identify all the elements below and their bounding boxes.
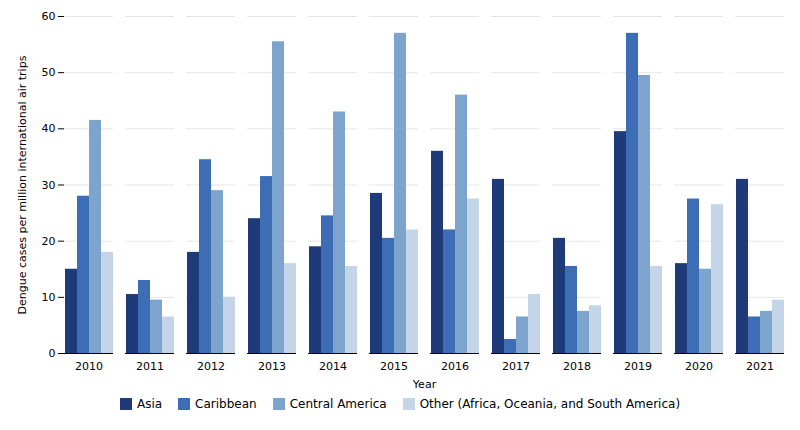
html-text:Asia: Asia: [136, 397, 163, 411]
svg-text:30: 30: [42, 179, 56, 192]
svg-text:2016: 2016: [441, 360, 469, 373]
html-text:Caribbean: Caribbean: [195, 397, 257, 411]
svg-text:2010: 2010: [75, 360, 103, 373]
svg-text:Dengue cases per million inter: Dengue cases per million international a…: [16, 55, 29, 314]
svg-text:2015: 2015: [380, 360, 408, 373]
html-text:Other (Africa, Oceania, and So: Other (Africa, Oceania, and South Americ…: [419, 397, 681, 411]
svg-text:20: 20: [42, 235, 56, 248]
svg-text:2011: 2011: [136, 360, 164, 373]
svg-text:Year: Year: [412, 378, 437, 391]
svg-text:2018: 2018: [563, 360, 591, 373]
svg-text:0: 0: [49, 347, 56, 360]
svg-text:40: 40: [42, 122, 56, 135]
svg-text:10: 10: [42, 291, 56, 304]
svg-text:2012: 2012: [197, 360, 225, 373]
svg-text:2014: 2014: [319, 360, 347, 373]
svg-text:50: 50: [42, 66, 56, 79]
svg-text:2017: 2017: [502, 360, 530, 373]
svg-text:2021: 2021: [746, 360, 774, 373]
svg-text:2020: 2020: [685, 360, 713, 373]
svg-text:2019: 2019: [624, 360, 652, 373]
html-text:Central America: Central America: [289, 397, 387, 411]
svg-text:60: 60: [42, 10, 56, 23]
svg-text:2013: 2013: [258, 360, 286, 373]
